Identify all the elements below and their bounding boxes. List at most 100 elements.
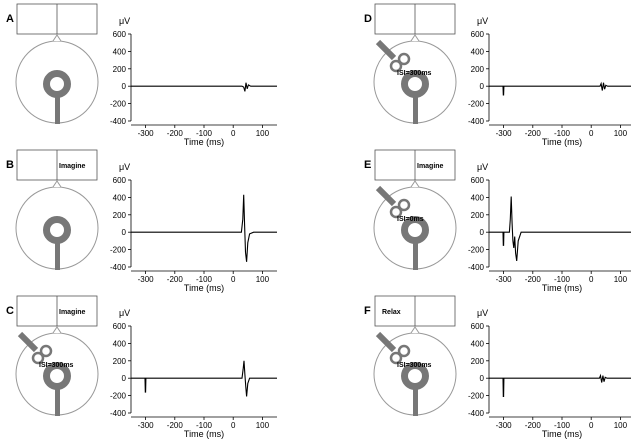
instruction-text: Imagine — [59, 309, 86, 316]
y-tick-label: 200 — [113, 211, 127, 220]
x-tick-label: -300 — [496, 275, 513, 284]
y-tick-label: 0 — [122, 228, 127, 237]
nose-marker — [410, 180, 420, 188]
electrode-ring — [401, 362, 429, 390]
instruction-text: Relax — [382, 309, 401, 316]
coil-loop-right — [39, 344, 53, 358]
coil-handle — [375, 331, 397, 353]
erp-trace — [489, 373, 631, 398]
y-tick-label: 200 — [471, 357, 485, 366]
y-tick-label: 0 — [122, 374, 127, 383]
erp-trace — [131, 82, 277, 92]
erp-chart: μV 600 400 200 0 -200 -400 -300 -200 -100 0 100 Time… — [468, 16, 631, 147]
y-axis-unit: μV — [119, 308, 130, 318]
electrode-ring — [401, 216, 429, 244]
y-tick-label: 200 — [471, 65, 485, 74]
x-tick-label: -100 — [196, 421, 213, 430]
x-tick-label: -300 — [138, 129, 155, 138]
instruction-text: Imagine — [59, 163, 86, 170]
x-axis-label: Time (ms) — [184, 283, 224, 293]
y-tick-label: -200 — [468, 392, 485, 401]
y-axis-unit: μV — [477, 162, 488, 172]
y-tick-label: -200 — [468, 246, 485, 255]
panel-E: E Imagine ISI=0ms μV 600 400 200 0 -200 -400 -300 -… — [364, 149, 631, 293]
nose-marker — [52, 326, 62, 334]
isi-label: ISI=300ms — [39, 362, 74, 369]
erp-trace — [131, 360, 277, 397]
x-tick-label: -200 — [167, 421, 184, 430]
y-tick-label: 200 — [113, 357, 127, 366]
y-tick-label: 600 — [471, 30, 485, 39]
y-axis-unit: μV — [477, 308, 488, 318]
y-tick-label: 0 — [480, 374, 485, 383]
y-tick-label: 600 — [113, 30, 127, 39]
x-tick-label: -100 — [554, 421, 571, 430]
x-tick-label: -200 — [525, 421, 542, 430]
y-tick-label: 600 — [471, 176, 485, 185]
x-tick-label: -200 — [167, 129, 184, 138]
panel-F: F Relax ISI=300ms μV 600 400 200 0 -200 -400 -300 -… — [364, 295, 631, 439]
electrode-ring — [43, 362, 71, 390]
erp-chart: μV 600 400 200 0 -200 -400 -300 -200 -100 0 100 Time… — [110, 162, 277, 293]
y-tick-label: 400 — [113, 339, 127, 348]
panel-letter: A — [6, 13, 14, 25]
electrode-ring — [43, 216, 71, 244]
y-tick-label: 400 — [113, 47, 127, 56]
y-axis-unit: μV — [477, 16, 488, 26]
panel-letter: B — [6, 159, 14, 171]
x-tick-label: -200 — [525, 275, 542, 284]
erp-chart: μV 600 400 200 0 -200 -400 -300 -200 -100 0 100 Time… — [468, 162, 631, 293]
tms-coil-icon — [375, 39, 411, 73]
y-tick-label: 400 — [471, 193, 485, 202]
electrode-ring — [43, 70, 71, 98]
electrode-lead — [55, 238, 60, 270]
coil-loop-right — [397, 52, 411, 66]
x-tick-label: 0 — [589, 275, 594, 284]
x-tick-label: -300 — [138, 275, 155, 284]
y-tick-label: -200 — [468, 100, 485, 109]
coil-loop-left — [389, 59, 403, 73]
x-tick-label: 0 — [589, 129, 594, 138]
erp-chart: μV 600 400 200 0 -200 -400 -300 -200 -100 0 100 Time… — [110, 308, 277, 439]
nose-marker — [410, 326, 420, 334]
y-tick-label: -400 — [468, 409, 485, 418]
y-tick-label: -400 — [110, 263, 127, 272]
x-tick-label: 100 — [614, 129, 628, 138]
erp-trace — [489, 81, 631, 96]
x-tick-label: 100 — [614, 421, 628, 430]
y-tick-label: 0 — [480, 82, 485, 91]
x-tick-label: -300 — [496, 421, 513, 430]
panel-B: B Imagine μV 600 400 200 0 -200 -400 -300 -200 -100… — [6, 149, 277, 293]
y-tick-label: 400 — [113, 193, 127, 202]
x-tick-label: 100 — [256, 275, 270, 284]
x-tick-label: -300 — [496, 129, 513, 138]
panel-D: D ISI=300ms μV 600 400 200 0 -200 -400 -300 -200 -1… — [364, 3, 631, 147]
nose-marker — [52, 34, 62, 42]
coil-loop-right — [397, 344, 411, 358]
tms-coil-icon — [375, 185, 411, 219]
isi-label: ISI=300ms — [397, 70, 432, 77]
electrode-head-icon — [15, 180, 99, 270]
x-tick-label: -100 — [554, 129, 571, 138]
nose-marker — [52, 180, 62, 188]
panel-C: C Imagine ISI=300ms μV 600 400 200 0 -200 -400 -30… — [6, 295, 277, 439]
electrode-ring — [401, 70, 429, 98]
electrode-head-icon — [15, 34, 99, 124]
electrode-lead — [55, 92, 60, 124]
erp-trace — [131, 194, 277, 262]
y-tick-label: 200 — [471, 211, 485, 220]
x-tick-label: -100 — [196, 275, 213, 284]
y-tick-label: -200 — [110, 392, 127, 401]
isi-label: ISI=300ms — [397, 362, 432, 369]
coil-loop-left — [31, 351, 45, 365]
x-tick-label: -100 — [554, 275, 571, 284]
x-tick-label: -200 — [167, 275, 184, 284]
x-axis-label: Time (ms) — [542, 429, 582, 439]
x-tick-label: -300 — [138, 421, 155, 430]
erp-trace — [489, 196, 631, 261]
coil-loop-right — [397, 198, 411, 212]
y-tick-label: 400 — [471, 47, 485, 56]
coil-loop-left — [389, 351, 403, 365]
